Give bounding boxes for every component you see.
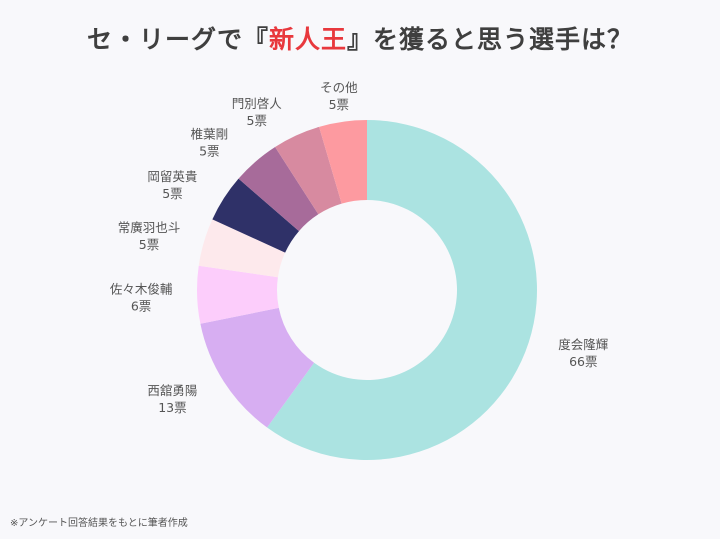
slice-門別啓人 xyxy=(275,126,342,215)
source-footnote: ※アンケート回答結果をもとに筆者作成 xyxy=(10,518,188,529)
donut-labels: 度会隆輝66票西舘勇陽13票佐々木俊輔6票常廣羽也斗5票岡留英貴5票椎葉剛5票門… xyxy=(110,80,608,415)
slice-常廣羽也斗 xyxy=(198,219,286,278)
slice-name-label: 門別啓人 xyxy=(232,96,283,111)
slice-西舘勇陽 xyxy=(200,307,315,428)
slice-度会隆輝 xyxy=(267,120,537,460)
slice-name-label: 佐々木俊輔 xyxy=(110,282,173,297)
chart-title-highlight: 新人王 xyxy=(268,25,347,54)
slice-name-label: 度会隆輝 xyxy=(558,337,608,352)
slice-その他 xyxy=(319,120,367,204)
slice-value-label: 66票 xyxy=(569,354,597,369)
slice-value-label: 13票 xyxy=(158,400,186,415)
slice-name-label: 椎葉剛 xyxy=(191,126,229,141)
chart-title-suffix: 』を獲ると思う選手は？ xyxy=(347,25,634,54)
slice-岡留英貴 xyxy=(212,178,299,253)
slice-name-label: 岡留英貴 xyxy=(147,169,197,184)
slice-椎葉剛 xyxy=(238,146,319,232)
slice-value-label: 5票 xyxy=(139,237,159,252)
slice-name-label: 西舘勇陽 xyxy=(147,383,197,398)
chart-title: セ・リーグで『新人王』を獲ると思う選手は？ xyxy=(0,20,720,56)
chart-title-prefix: セ・リーグで『 xyxy=(86,25,269,54)
slice-佐々木俊輔 xyxy=(197,265,279,324)
slice-name-label: その他 xyxy=(320,80,358,95)
slice-value-label: 5票 xyxy=(247,113,267,128)
slice-value-label: 5票 xyxy=(162,186,182,201)
slice-value-label: 5票 xyxy=(199,143,219,158)
donut-slices xyxy=(197,120,537,460)
slice-value-label: 6票 xyxy=(131,299,151,314)
slice-name-label: 常廣羽也斗 xyxy=(118,220,181,235)
slice-value-label: 5票 xyxy=(329,97,349,112)
